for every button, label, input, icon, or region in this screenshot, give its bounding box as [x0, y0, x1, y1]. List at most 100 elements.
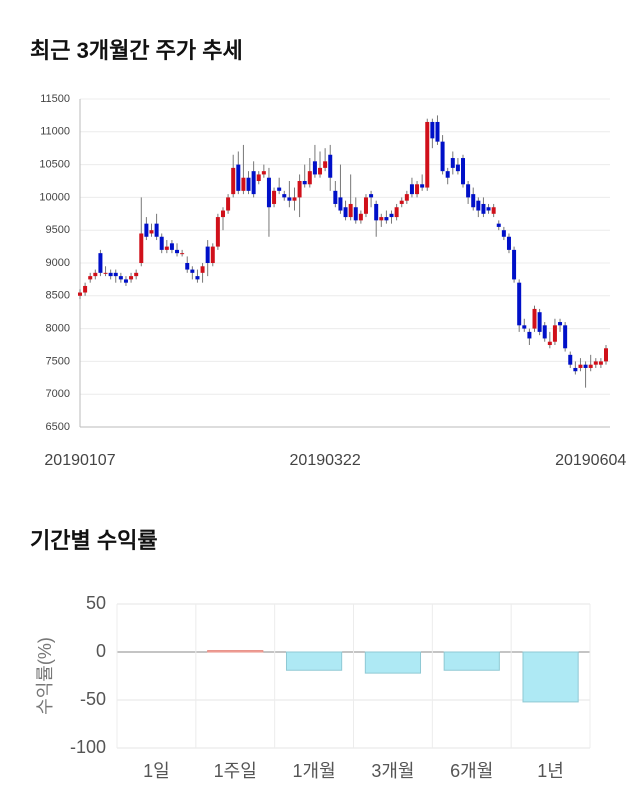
candle-body [200, 266, 205, 273]
x-tick-label: 1개월 [293, 761, 336, 781]
y-tick-label: 7000 [46, 388, 70, 400]
candle-body [175, 249, 180, 254]
candle-body [522, 325, 527, 329]
x-tick-label: 20190322 [290, 452, 361, 469]
candle-body [404, 194, 409, 201]
y-tick-label: 8500 [46, 290, 70, 302]
candle-body [527, 331, 532, 339]
x-tick-label: 1년 [537, 761, 564, 781]
candle-body [159, 236, 164, 250]
candle-body [108, 272, 113, 277]
candle-body [455, 164, 460, 172]
candle-body [149, 230, 154, 234]
candle-body [466, 184, 471, 198]
x-tick-label: 20190107 [44, 452, 115, 469]
candle-body [512, 249, 517, 280]
candle-body [169, 243, 174, 250]
candle-body [563, 325, 568, 349]
candle-body [272, 190, 277, 204]
candle-body [93, 272, 98, 277]
candle-body [506, 236, 511, 250]
candle-body [491, 207, 496, 214]
candle-body [384, 217, 389, 221]
candle-body [343, 207, 348, 218]
candle-body [379, 217, 384, 221]
candle-body [409, 184, 414, 195]
candle-body [246, 177, 251, 191]
y-tick-label: -100 [70, 737, 106, 757]
candle-body [558, 322, 563, 326]
candle-body [568, 354, 573, 365]
y-tick-label: 0 [96, 641, 106, 661]
candle-body [251, 171, 256, 195]
y-tick-label: -50 [80, 689, 106, 709]
chart-title: 최근 3개월간 주가 추세 [30, 38, 243, 63]
bar [522, 651, 579, 703]
candle-body [430, 121, 435, 139]
candle-body [256, 174, 261, 181]
y-axis-label: 수익률(%) [35, 637, 55, 715]
candle-body [486, 207, 491, 211]
y-tick-label: 7500 [46, 355, 70, 367]
bar [364, 651, 422, 674]
candle-body [593, 361, 598, 365]
candle-body [517, 282, 522, 326]
candle-body [481, 203, 486, 214]
candle-body [358, 213, 363, 221]
candle-body [415, 184, 420, 195]
candle-body [164, 246, 169, 250]
candle-body [328, 154, 333, 178]
chart-title: 기간별 수익률 [30, 528, 158, 553]
candle-body [318, 167, 323, 175]
y-tick-label: 9500 [46, 224, 70, 236]
candle-body [471, 194, 476, 208]
candle-body [542, 325, 547, 339]
candle-body [144, 223, 149, 237]
candle-body [583, 364, 588, 368]
candle-body [292, 197, 297, 201]
candle-body [435, 121, 440, 142]
x-tick-label: 3개월 [371, 761, 414, 781]
candle-body [134, 272, 139, 277]
candle-body [363, 197, 368, 214]
x-tick-label: 6개월 [450, 761, 493, 781]
candle-body [588, 364, 593, 368]
candle-body [297, 181, 302, 198]
candle-body [573, 367, 578, 372]
candle-body [302, 181, 307, 185]
candle-body [501, 230, 506, 237]
candle-body [389, 213, 394, 218]
x-tick-label: 1주일 [214, 761, 257, 781]
y-tick-label: 11500 [40, 93, 70, 105]
candle-body [236, 164, 241, 191]
x-tick-label: 20190604 [555, 452, 626, 469]
candle-body [399, 200, 404, 204]
candle-body [348, 203, 353, 218]
candle-body [185, 263, 190, 270]
candle-body [231, 167, 236, 195]
candle-body [226, 197, 231, 211]
candle-body [287, 197, 292, 201]
candle-body [598, 361, 603, 365]
candle-body [220, 210, 225, 218]
candle-body [129, 276, 134, 280]
candle-body [277, 187, 282, 191]
candle-body [103, 272, 108, 274]
candle-body [425, 121, 430, 188]
candle-body [180, 253, 185, 255]
y-tick-label: 10000 [39, 191, 70, 203]
candle-body [139, 233, 144, 263]
y-tick-label: 11000 [40, 126, 70, 138]
candle-body [154, 223, 159, 237]
candle-body [604, 348, 608, 362]
candle-body [118, 276, 123, 280]
candle-body [205, 246, 210, 263]
candle-body [532, 308, 537, 329]
y-tick-label: 8000 [46, 323, 70, 335]
candle-body [312, 161, 317, 175]
candle-body [195, 276, 200, 280]
candle-body [123, 279, 128, 283]
candle-body [215, 217, 220, 247]
candle-body [537, 312, 542, 332]
